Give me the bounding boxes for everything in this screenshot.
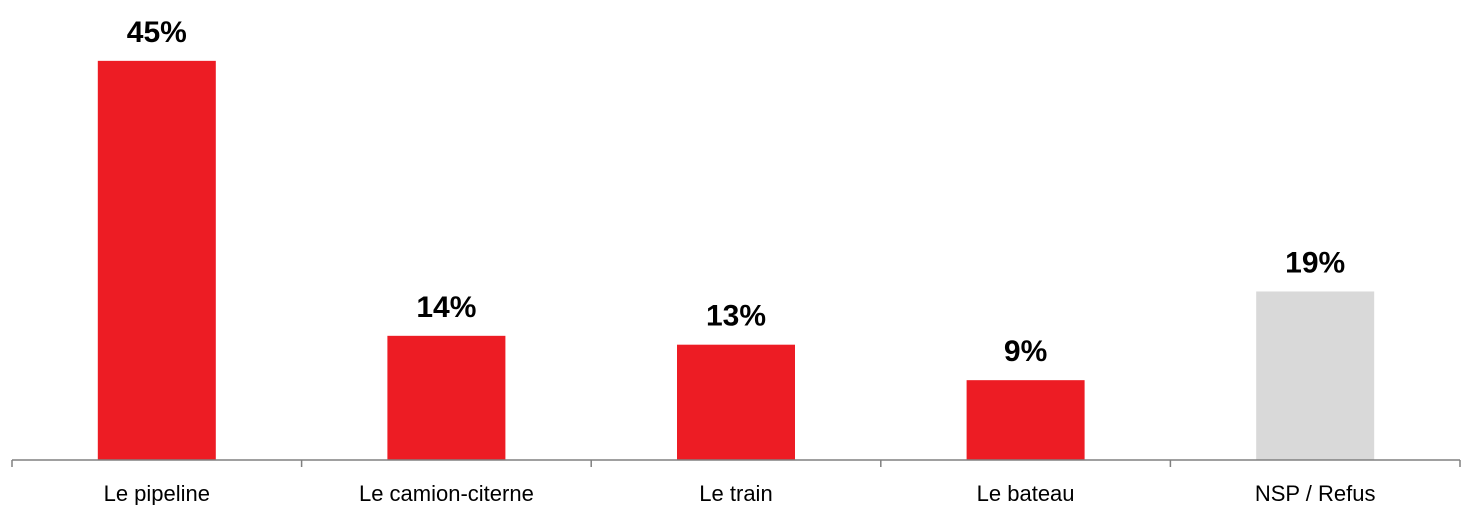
x-axis [11,459,1461,467]
bar-2 [677,344,795,460]
category-labels-group: Le pipeline Le camion-citerne Le train Le b… [104,481,1376,505]
value-label-0: 45% [127,16,187,49]
category-label-2: Le train [699,481,772,505]
bar-1 [387,335,506,460]
value-label-4: 19% [1285,246,1345,279]
category-label-4: NSP / Refus [1255,481,1376,505]
value-label-3: 9% [1004,335,1047,368]
bar-3 [966,380,1085,460]
category-label-3: Le bateau [977,481,1075,505]
bar-4 [1256,291,1375,460]
bars-group [97,60,1375,460]
value-label-1: 14% [416,291,476,324]
value-label-2: 13% [706,300,766,333]
category-label-0: Le pipeline [104,481,210,505]
bar-0 [97,60,216,460]
category-label-1: Le camion-citerne [359,481,534,505]
value-labels-group: 45% 14% 13% 9% 19% [127,16,1345,368]
